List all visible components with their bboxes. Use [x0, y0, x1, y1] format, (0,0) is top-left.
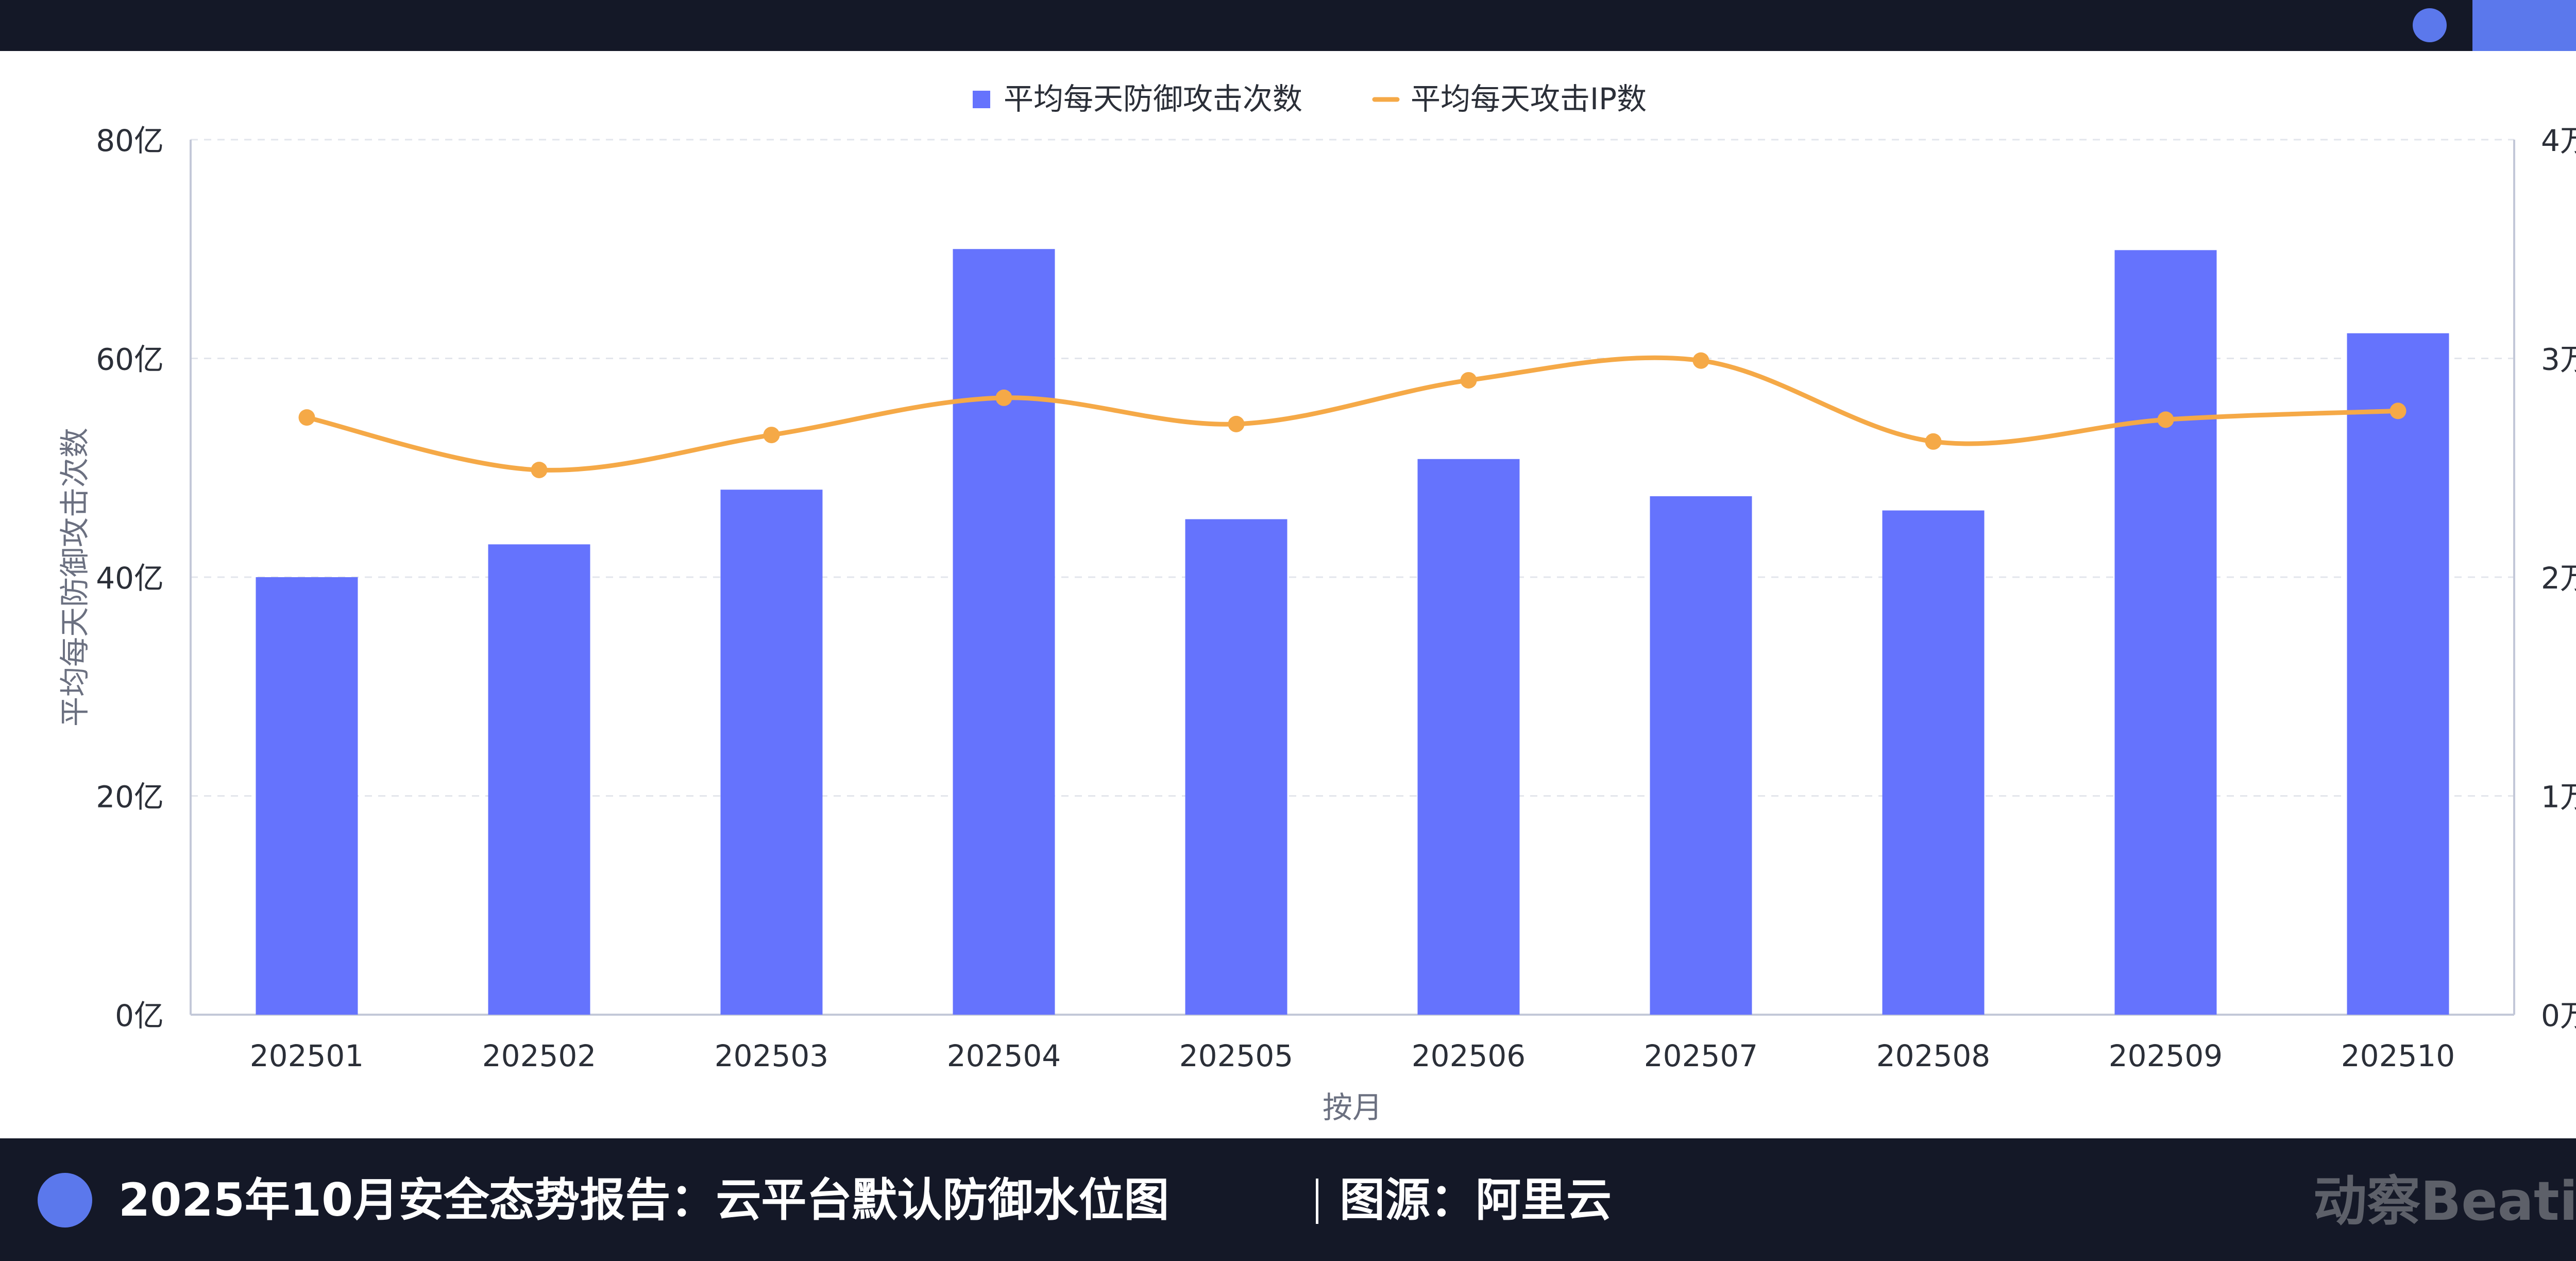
line-point-202503 — [763, 427, 780, 444]
y2-tick-label: 3万 — [2541, 342, 2576, 377]
y-axis-title: 平均每天防御攻击次数 — [57, 428, 92, 727]
x-tick-label: 202503 — [715, 1038, 828, 1073]
bar-202508 — [1882, 510, 1985, 1015]
brand-logo: 动察Beating — [2313, 1170, 2576, 1233]
bar-202506 — [1417, 459, 1520, 1015]
y2-tick-label: 4万 — [2541, 123, 2576, 158]
top-circle-decoration — [2413, 8, 2447, 42]
ip-count-line — [304, 355, 2400, 473]
line-point-202509 — [2157, 411, 2174, 428]
x-tick-label: 202509 — [2109, 1038, 2223, 1073]
x-tick-label: 202510 — [2341, 1038, 2455, 1073]
line-point-202508 — [1925, 433, 1942, 450]
bar-202503 — [720, 490, 823, 1015]
caption-circle-decoration — [38, 1173, 92, 1228]
bar-202507 — [1650, 496, 1752, 1015]
line-point-202506 — [1460, 372, 1477, 389]
y2-tick-label: 2万 — [2541, 561, 2576, 596]
line-point-202504 — [995, 389, 1012, 406]
line-point-202502 — [531, 461, 548, 478]
y2-tick-label: 1万 — [2541, 780, 2576, 815]
x-tick-label: 202504 — [947, 1038, 1061, 1073]
y-tick-label: 60亿 — [96, 342, 164, 377]
top-bar — [0, 0, 2576, 51]
top-accent-block — [2472, 0, 2576, 51]
chart-area: 0亿 20亿 40亿 60亿 80亿 0万 1万 2万 3万 4万 202501 202502 2025… — [0, 51, 2576, 1138]
combo-bar-line-chart: 0亿 20亿 40亿 60亿 80亿 0万 1万 2万 3万 4万 202501 202502 2025… — [57, 81, 2576, 1125]
x-tick-label: 202505 — [1179, 1038, 1293, 1073]
y-tick-label: 80亿 — [96, 123, 164, 158]
x-tick-label: 202506 — [1412, 1038, 1526, 1073]
y-tick-label: 20亿 — [96, 780, 164, 815]
bar-202504 — [953, 249, 1055, 1015]
bar-202505 — [1185, 519, 1287, 1015]
caption-bar: 2025年10月安全态势报告：云平台默认防御水位图 图源：阿里云 动察Beati… — [0, 1138, 2576, 1261]
bar-202509 — [2114, 250, 2217, 1015]
bar-202502 — [488, 544, 590, 1015]
y-tick-label: 0亿 — [115, 998, 164, 1033]
bar-202510 — [2347, 333, 2449, 1015]
x-tick-label: 202502 — [482, 1038, 596, 1073]
x-tick-label: 202508 — [1876, 1038, 1990, 1073]
caption-title: 2025年10月安全态势报告：云平台默认防御水位图 — [118, 1173, 1170, 1226]
line-point-202505 — [1228, 415, 1245, 432]
x-tick-label: 202501 — [250, 1038, 364, 1073]
legend-line-label: 平均每天攻击IP数 — [1411, 81, 1647, 116]
legend-bar-label: 平均每天防御攻击次数 — [1004, 81, 1302, 116]
x-axis-title: 按月 — [1323, 1090, 1382, 1125]
y-tick-label: 40亿 — [96, 561, 164, 596]
y2-tick-label: 0万 — [2541, 998, 2576, 1033]
caption-source: 图源：阿里云 — [1340, 1173, 1612, 1226]
legend-bar-swatch — [973, 91, 990, 108]
line-point-202510 — [2389, 402, 2406, 419]
line-point-202507 — [1692, 352, 1709, 369]
x-tick-label: 202507 — [1644, 1038, 1758, 1073]
caption-separator — [1316, 1179, 1318, 1224]
bar-202501 — [256, 577, 358, 1015]
line-point-202501 — [298, 409, 315, 426]
